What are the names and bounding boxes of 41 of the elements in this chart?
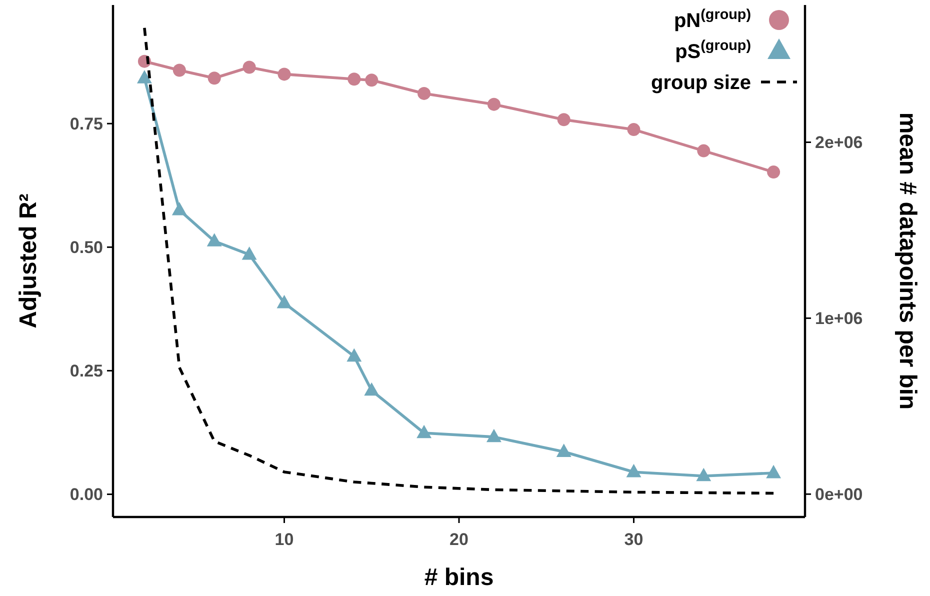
point [626, 464, 642, 478]
y-tick-label: 0.75 [70, 114, 103, 134]
point [696, 468, 712, 482]
point [416, 424, 432, 438]
point [487, 98, 500, 111]
point [276, 294, 292, 308]
point [697, 144, 710, 158]
y-tick-label: 0.25 [70, 362, 103, 381]
point [418, 86, 431, 100]
point [346, 348, 362, 362]
point [766, 464, 782, 478]
point [767, 166, 780, 179]
legend-label: group size [650, 72, 751, 94]
y2-axis-title: mean # datapoints per bin [894, 112, 921, 410]
x-axis-title: # bins [424, 564, 494, 591]
point [364, 382, 380, 396]
point [206, 233, 222, 246]
point [556, 444, 572, 457]
y-tick-label: 0.50 [70, 238, 103, 258]
point [242, 60, 256, 74]
y2-tick-label: 1e+06 [815, 309, 863, 328]
point [136, 70, 152, 84]
point [172, 64, 186, 77]
point [557, 113, 570, 126]
point [172, 202, 187, 216]
x-tick-label: 10 [274, 530, 294, 549]
y2-tick-label: 2e+06 [815, 133, 863, 152]
point [208, 72, 221, 85]
point [486, 428, 502, 442]
point [348, 72, 361, 86]
legend-label: pN$^{(group)}$ [674, 7, 752, 32]
y-axis-title: Adjusted R² [15, 194, 42, 328]
x-tick-label: 20 [450, 530, 468, 549]
x-tick-label: 30 [624, 530, 644, 549]
point [242, 246, 257, 260]
y-tick-label: 0.00 [70, 485, 103, 504]
legend-label: pS$^{(group)}$ [675, 38, 752, 63]
point [627, 123, 640, 136]
y2-tick-label: 0e+00 [815, 485, 863, 504]
point [365, 74, 378, 87]
point [278, 68, 291, 81]
